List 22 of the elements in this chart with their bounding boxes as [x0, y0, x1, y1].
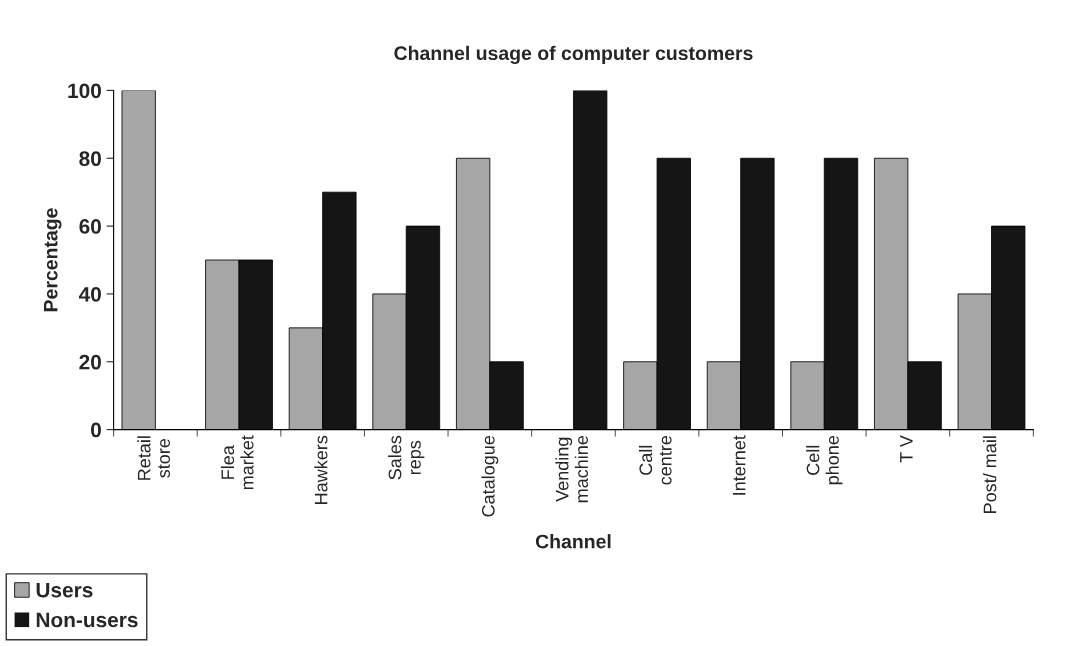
x-tick-label: Cell phone: [806, 435, 843, 485]
y-axis-title: Percentage: [44, 208, 62, 312]
x-tick-label: Flea market: [220, 435, 254, 490]
legend-label: Users: [36, 582, 93, 598]
x-tick-label: Retail store: [137, 436, 170, 480]
y-tick-label: 40: [78, 286, 101, 302]
chart-title: Channel usage of computer customers: [394, 45, 753, 64]
y-tick-label: 80: [79, 151, 101, 167]
y-tick-label: 20: [79, 354, 101, 370]
x-tick-label: Sales reps: [388, 435, 425, 480]
x-tick-label: Post/ mail: [983, 436, 997, 513]
x-tick-label: Catalogue: [481, 435, 499, 517]
legend-label: Non-users: [36, 612, 138, 628]
x-tick-label: Hawkers: [314, 435, 328, 504]
x-tick-label: T V: [900, 435, 913, 463]
x-axis-title: Channel: [535, 534, 611, 549]
y-tick-label: 60: [79, 219, 101, 234]
y-tick-label: 0: [91, 422, 101, 438]
y-tick-label: 100: [68, 83, 101, 99]
x-tick-label: Call centre: [638, 435, 672, 485]
x-tick-label: Internet: [732, 435, 746, 495]
x-tick-label: Vending machine: [555, 435, 589, 503]
